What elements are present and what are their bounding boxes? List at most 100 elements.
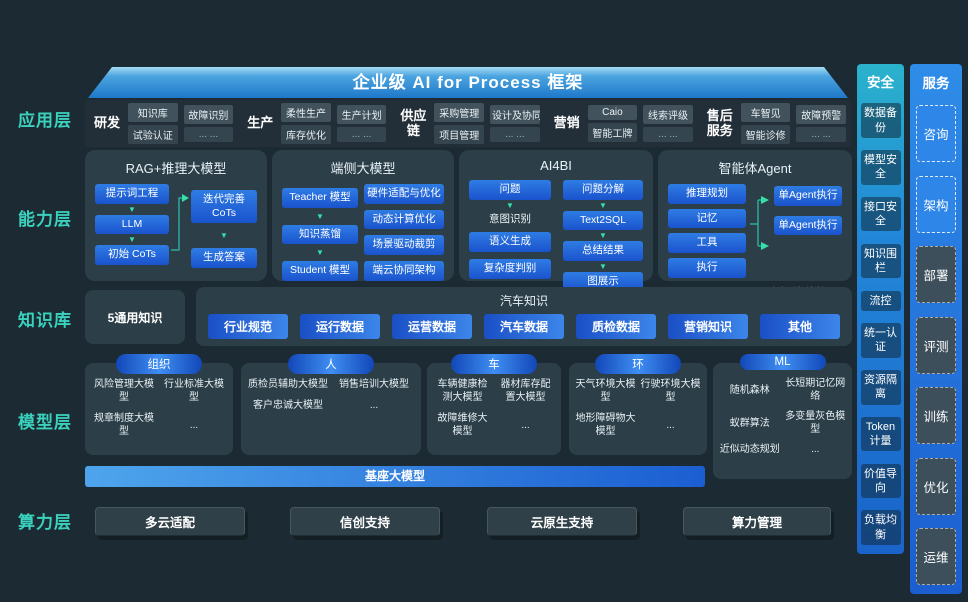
app-chip: 故障预警 — [796, 105, 847, 124]
rag-connector — [170, 184, 190, 271]
app-group-production: 生产 柔性生产 库存优化 生产计划 ... ... — [245, 103, 387, 144]
knowledge-item: 汽车数据 — [484, 314, 564, 339]
app-chip: ... ... — [336, 127, 387, 142]
model-item: 客户忠诚大模型 — [253, 400, 323, 411]
security-header: 安全 — [867, 75, 894, 90]
model-item: 随机森林 — [729, 384, 770, 396]
app-group-name: 供应链 — [400, 107, 427, 138]
agent-node: 工具 — [668, 233, 746, 253]
edge-node: 端云协同架构 — [364, 260, 444, 281]
model-group-vehicle: 车 车辆健康检测大模型 器材库存配置大模型 故障维修大模型 ... — [427, 354, 561, 455]
security-item: 统一认证 — [860, 323, 901, 358]
compute-item-xinchuang: 信创支持 — [290, 507, 440, 536]
security-item: 知识围栏 — [860, 243, 901, 279]
service-item: 优化 — [916, 457, 956, 515]
knowledge-item: 质检数据 — [576, 314, 656, 339]
app-chip: 智能诊修 — [740, 125, 791, 144]
agent-node: 推理规划 — [668, 184, 746, 204]
app-chip: 库存优化 — [281, 125, 331, 144]
service-column: 服务 咨询 架构 部署 评测 训练 优化 运维 — [910, 64, 962, 594]
app-group-name: 营销 — [553, 115, 580, 131]
agent-node: 单Agent执行 — [774, 186, 842, 206]
app-chip: 智能工牌 — [587, 123, 638, 142]
app-chip: 试验认证 — [128, 125, 178, 144]
app-group-marketing: 营销 Caio 智能工牌 线索评级 ... ... — [552, 105, 693, 142]
panel-body: 推理规划 记忆 工具 执行 单Agent执行 单Agent执行 — [658, 177, 852, 278]
model-group-pill: 环 — [595, 354, 681, 374]
edge-node: 场景驱动裁剪 — [364, 235, 444, 255]
ai4bi-node: 图展示 — [563, 271, 643, 292]
connector-line-icon — [171, 194, 189, 251]
edge-left-chain: Teacher 模型 ▼ 知识蒸馏 ▼ Student 模型 — [282, 184, 358, 281]
app-chip: ... ... — [796, 127, 847, 142]
security-item: 模型安全 — [860, 150, 901, 185]
edge-right-list: 硬件适配与优化 动态计算优化 场景驱动裁剪 端云协同架构 — [364, 184, 444, 281]
layer-label-compute: 算力层 — [18, 513, 72, 532]
app-col: 故障识别 ... ... — [183, 105, 234, 142]
knowledge-item: 其他 — [760, 314, 840, 339]
model-item: 多变量灰色模型 — [785, 411, 846, 435]
panel-title: 智能体Agent — [718, 161, 792, 176]
app-col: 故障预警 ... ... — [796, 105, 847, 142]
model-group-grid: 天气环境大模型 行驶环境大模型 地形障碍物大模型 ... — [569, 363, 707, 442]
compute-item-multicloud: 多云适配 — [95, 507, 245, 536]
arrow-down-icon: ▼ — [128, 235, 136, 245]
panel-ai4bi: AI4BI 问题 ▼ 意图识别 语义生成 复杂度判别 问题分解 ▼ Text2S… — [459, 150, 653, 292]
service-item: 运维 — [916, 527, 956, 585]
app-chip: 设计及协同 — [490, 105, 540, 124]
app-group-aftersales: 售后服务 车智见 智能诊修 故障预警 ... ... — [705, 103, 847, 144]
service-header: 服务 — [922, 76, 950, 91]
rag-node: 生成答案 — [191, 248, 257, 268]
knowledge-item: 行业规范 — [208, 314, 288, 339]
model-item: 器材库存配置大模型 — [500, 379, 551, 403]
arrow-down-icon: ▼ — [506, 200, 514, 210]
panel-title: 端侧大模型 — [330, 161, 396, 176]
knowledge-item: 营销知识 — [668, 314, 748, 339]
model-item: ... — [369, 400, 379, 411]
security-column: 安全 数据备份 模型安全 接口安全 知识围栏 流控 统一认证 资源隔离 Toke… — [857, 64, 904, 554]
edge-node: 硬件适配与优化 — [364, 184, 444, 204]
model-item: 规章制度大模型 — [94, 413, 154, 437]
model-item: 故障维修大模型 — [437, 413, 488, 437]
app-col: 知识库 试验认证 — [128, 103, 178, 144]
rag-node: LLM — [95, 214, 169, 235]
base-model-bar: 基座大模型 — [85, 466, 705, 487]
service-item: 训练 — [916, 387, 956, 445]
agent-node: 执行 — [668, 257, 746, 278]
model-group-grid: 风险管理大模型 行业标准大模型 规章制度大模型 ... — [85, 363, 233, 442]
ai4bi-node: Text2SQL — [563, 210, 643, 231]
app-group-name: 售后服务 — [706, 107, 733, 138]
app-group-supply-chain: 供应链 采购管理 项目管理 设计及协同 ... ... — [398, 103, 540, 144]
layer-label-capability: 能力层 — [18, 210, 72, 229]
ai4bi-node: 问题分解 — [563, 180, 643, 200]
app-group-name: 生产 — [247, 115, 274, 131]
model-group-grid: 质检员辅助大模型 销售培训大模型 客户忠诚大模型 ... — [241, 363, 421, 416]
app-group-name: 研发 — [93, 115, 120, 131]
connector-branch-icon — [750, 196, 769, 250]
app-chip: 线索评级 — [643, 105, 693, 124]
knowledge-item: 运营数据 — [392, 314, 472, 339]
app-chip: 故障识别 — [183, 105, 234, 124]
model-item: 近似动态规划 — [719, 444, 780, 455]
model-group-pill: 组织 — [116, 354, 202, 374]
security-item: 数据备份 — [860, 103, 901, 138]
panel-body: 问题 ▼ 意图识别 语义生成 复杂度判别 问题分解 ▼ Text2SQL ▼ 总… — [459, 173, 653, 292]
model-group-pill: ML — [739, 354, 826, 370]
model-item: 质检员辅助大模型 — [248, 379, 328, 390]
service-item: 架构 — [916, 175, 956, 233]
agent-left-list: 推理规划 记忆 工具 执行 — [668, 184, 746, 278]
model-item: ... — [811, 444, 820, 455]
model-group-environment: 环 天气环境大模型 行驶环境大模型 地形障碍物大模型 ... — [569, 354, 707, 455]
ai4bi-right-chain: 问题分解 ▼ Text2SQL ▼ 总结结果 ▼ 图展示 — [563, 180, 643, 292]
app-chip: ... ... — [490, 127, 540, 142]
security-item: 资源隔离 — [860, 369, 901, 405]
knowledge-general-box: 5通用知识 — [85, 290, 185, 344]
rag-left-chain: 提示词工程 ▼ LLM ▼ 初始 CoTs — [95, 184, 169, 265]
model-group-pill: 车 — [451, 354, 537, 374]
arrow-down-icon: ▼ — [128, 204, 136, 214]
model-item: 行驶环境大模型 — [640, 379, 701, 403]
agent-right-list: 单Agent执行 单Agent执行 — [774, 184, 842, 236]
arrow-down-icon: ▼ — [599, 261, 607, 271]
rag-node: 初始 CoTs — [95, 245, 169, 265]
